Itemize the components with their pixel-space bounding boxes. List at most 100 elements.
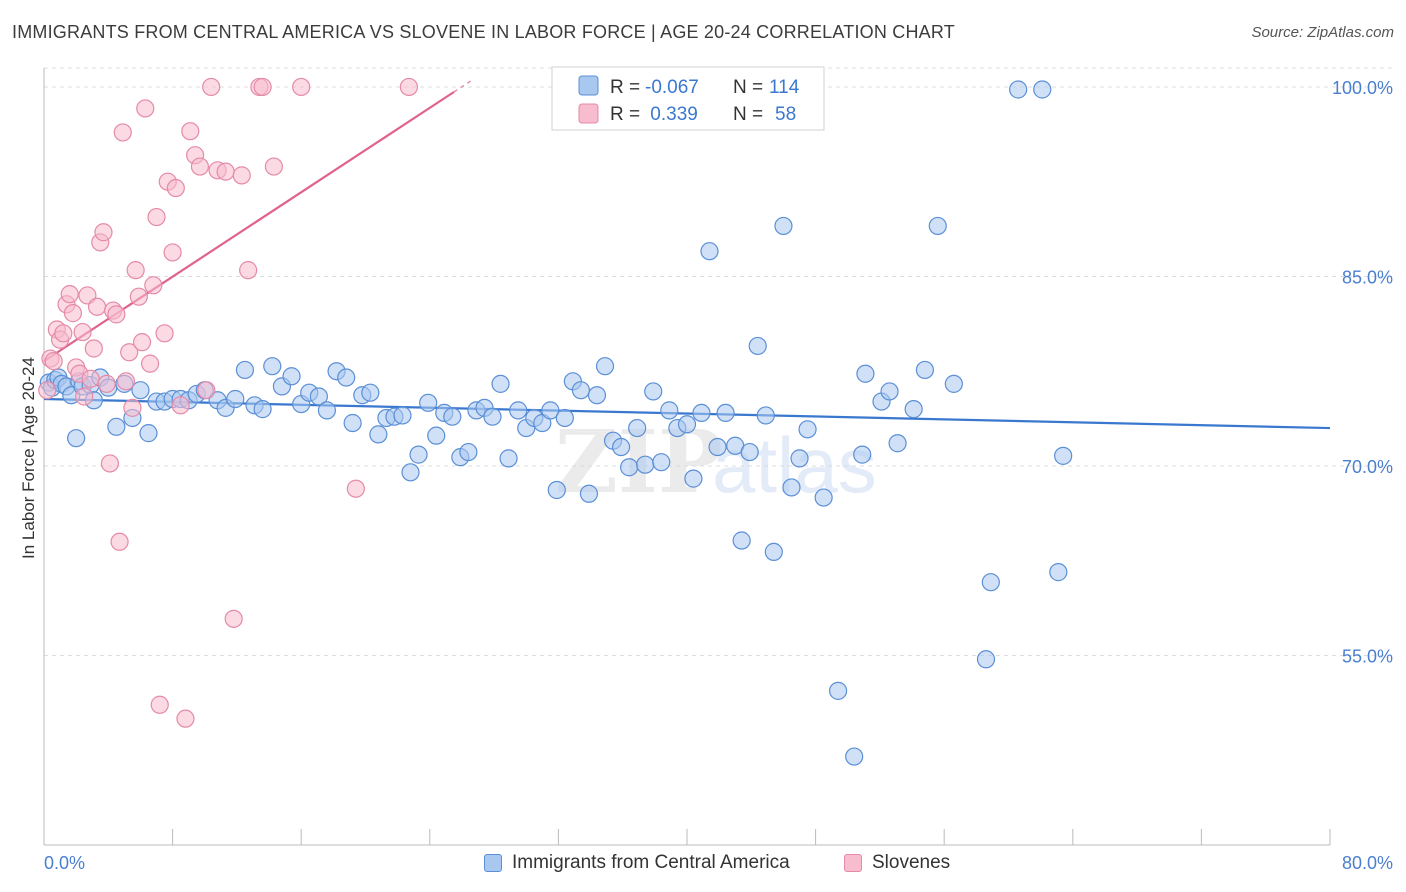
- point-slovenes-34: [147, 207, 166, 227]
- point-central-america-91: [748, 336, 767, 356]
- point-central-america-41: [343, 413, 362, 433]
- point-central-america-17: [131, 381, 150, 400]
- point-slovenes-19: [97, 374, 116, 393]
- point-central-america-32: [263, 357, 282, 376]
- point-central-america-100: [829, 681, 848, 700]
- point-slovenes-18: [94, 223, 113, 242]
- legend-n-label-1: N =: [733, 77, 763, 98]
- point-slovenes-0: [38, 381, 57, 400]
- chart-title: IMMIGRANTS FROM CENTRAL AMERICA VS SLOVE…: [12, 22, 955, 42]
- point-central-america-28: [226, 389, 245, 409]
- point-slovenes-22: [107, 305, 126, 324]
- point-central-america-94: [774, 216, 793, 236]
- point-central-america-102: [853, 445, 872, 464]
- legend-stats: R = -0.067 N = 114 R = 0.339 N = 58: [551, 66, 825, 131]
- point-central-america-53: [443, 407, 462, 426]
- legend-r-label-2: R =: [610, 104, 640, 125]
- point-central-america-43: [361, 383, 380, 402]
- point-slovenes-35: [150, 695, 169, 714]
- point-central-america-18: [139, 424, 158, 443]
- point-central-america-103: [856, 364, 875, 383]
- point-central-america-65: [541, 401, 560, 420]
- point-central-america-34: [282, 367, 301, 386]
- point-slovenes-50: [232, 166, 251, 185]
- point-slovenes-11: [73, 322, 92, 342]
- trend-line-slovenes-extension: [453, 78, 474, 93]
- chart-source: Source: ZipAtlas.com: [1251, 24, 1394, 41]
- legend-swatch-central-america: [484, 854, 502, 872]
- point-slovenes-8: [63, 304, 83, 323]
- point-slovenes-45: [197, 381, 216, 400]
- legend-swatch-slovenes: [844, 854, 862, 872]
- point-central-america-101: [845, 747, 864, 766]
- legend-r-value-2: 0.339: [645, 104, 698, 125]
- point-slovenes-15: [84, 339, 103, 358]
- point-slovenes-31: [136, 99, 155, 118]
- legend-label-central-america: Immigrants from Central America: [512, 852, 790, 873]
- point-slovenes-27: [123, 398, 142, 417]
- legend-n-label-2: N =: [733, 104, 763, 125]
- point-central-america-114: [1033, 80, 1052, 99]
- point-central-america-58: [483, 407, 502, 426]
- point-slovenes-26: [120, 343, 139, 362]
- point-central-america-55: [459, 442, 478, 462]
- legend-swatch-pink: [578, 103, 599, 124]
- point-central-america-93: [764, 542, 783, 561]
- point-central-america-87: [716, 403, 735, 423]
- point-slovenes-54: [264, 157, 283, 176]
- point-central-america-67: [555, 408, 574, 428]
- point-central-america-14: [107, 417, 126, 436]
- point-central-america-83: [684, 469, 703, 488]
- point-central-america-108: [915, 360, 935, 380]
- point-slovenes-49: [224, 609, 243, 628]
- point-central-america-48: [401, 463, 420, 482]
- point-central-america-72: [595, 357, 615, 376]
- point-slovenes-36: [155, 324, 174, 343]
- point-slovenes-41: [176, 709, 195, 728]
- point-central-america-79: [652, 453, 671, 472]
- point-central-america-38: [317, 401, 337, 420]
- point-central-america-99: [814, 488, 833, 507]
- x-tick-label-0: 0.0%: [44, 853, 85, 873]
- legend-r-value-1: -0.067: [645, 77, 699, 98]
- point-central-america-47: [393, 406, 412, 425]
- legend-n-value-2: 58: [775, 104, 796, 125]
- trend-lines: [43, 78, 1331, 430]
- point-central-america-71: [587, 386, 607, 405]
- point-central-america-76: [628, 418, 647, 438]
- x-tick-label-1: 80.0%: [1342, 853, 1393, 873]
- point-central-america-110: [944, 374, 963, 393]
- point-slovenes-33: [144, 276, 163, 295]
- point-central-america-61: [509, 401, 528, 420]
- point-central-america-49: [409, 445, 428, 464]
- point-slovenes-12: [75, 387, 94, 406]
- point-slovenes-48: [216, 162, 235, 181]
- point-central-america-97: [798, 420, 817, 439]
- point-central-america-70: [579, 484, 599, 503]
- point-central-america-40: [337, 368, 356, 387]
- point-slovenes-55: [292, 77, 311, 97]
- point-central-america-82: [677, 415, 697, 434]
- point-central-america-111: [976, 650, 996, 669]
- point-slovenes-7: [60, 285, 79, 304]
- point-central-america-80: [660, 401, 679, 420]
- legend-n-value-1: 114: [769, 77, 800, 98]
- point-slovenes-42: [181, 122, 200, 141]
- point-slovenes-32: [140, 354, 160, 373]
- point-central-america-75: [620, 458, 639, 477]
- point-slovenes-24: [113, 123, 132, 142]
- point-slovenes-30: [132, 333, 152, 352]
- point-central-america-69: [571, 381, 591, 400]
- point-central-america-29: [235, 360, 255, 380]
- point-slovenes-2: [44, 352, 63, 371]
- point-central-america-59: [491, 374, 510, 393]
- data-points: [38, 77, 1073, 766]
- point-slovenes-25: [116, 372, 136, 391]
- point-slovenes-44: [190, 157, 210, 176]
- point-central-america-115: [1049, 563, 1068, 582]
- point-slovenes-38: [163, 243, 182, 262]
- point-central-america-66: [547, 480, 566, 500]
- y-tick-label-1: 85.0%: [1342, 267, 1393, 287]
- point-central-america-44: [369, 425, 388, 444]
- point-slovenes-23: [110, 532, 129, 551]
